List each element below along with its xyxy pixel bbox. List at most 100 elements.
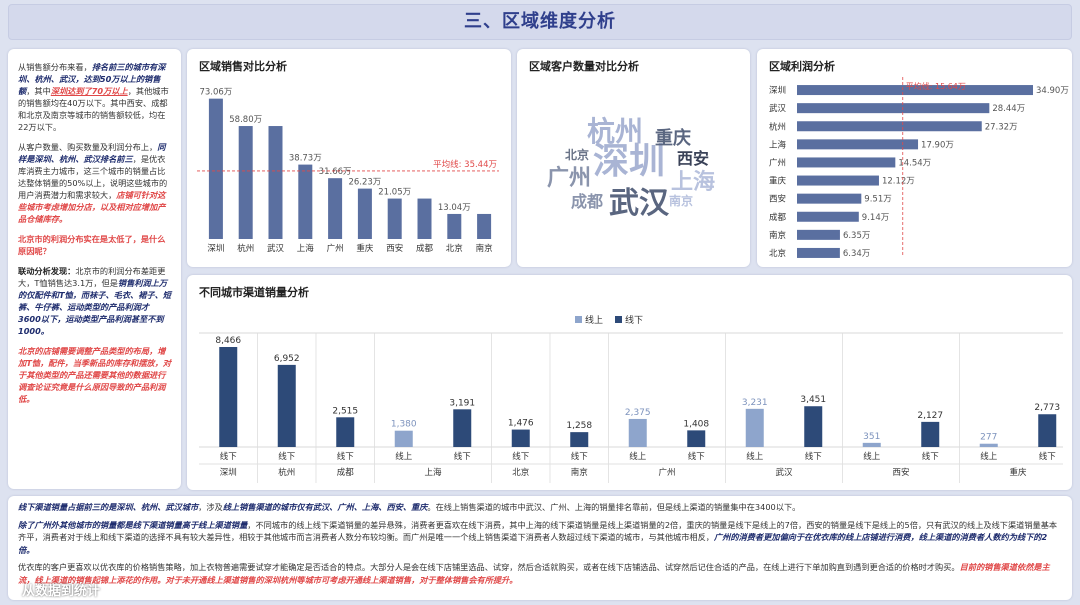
- channel-channel-label: 线下: [571, 451, 589, 462]
- channel-bar: [862, 442, 881, 447]
- profit-category-label: 武汉: [769, 103, 787, 114]
- legend-online-label: 线上: [585, 314, 603, 326]
- profit-data-label: 14.54万: [898, 158, 931, 168]
- sales-bar: [268, 126, 283, 239]
- channel-bar: [745, 408, 764, 447]
- channel-city-label: 北京: [512, 467, 529, 478]
- sales-category-label: 杭州: [237, 243, 254, 254]
- channel-channel-label: 线下: [805, 451, 823, 462]
- channel-bar: [336, 417, 355, 447]
- word-cloud-term: 深圳: [593, 141, 665, 182]
- channel-bar: [511, 429, 530, 447]
- channel-data-label: 6,952: [274, 354, 300, 364]
- profit-data-label: 12.12万: [882, 177, 915, 187]
- legend-offline-swatch: [615, 316, 622, 323]
- channel-data-label: 1,408: [683, 419, 709, 429]
- bottom-insight-1: 线下渠道销量占据前三的是深圳、杭州、武汉城市，涉及线上销售渠道的城市仅有武汉、广…: [18, 502, 801, 512]
- sales-category-label: 广州: [327, 243, 344, 254]
- channel-data-label: 1,258: [566, 421, 592, 431]
- profit-bar: [797, 247, 840, 258]
- channel-data-label: 3,231: [742, 398, 768, 408]
- profit-bar: [797, 175, 879, 186]
- channel-bar: [804, 406, 823, 447]
- legend-offline-label: 线下: [625, 314, 643, 326]
- channel-data-label: 277: [980, 433, 997, 443]
- channel-bar: [628, 418, 647, 447]
- channel-data-label: 351: [863, 432, 880, 442]
- sales-bar: [328, 178, 343, 239]
- sales-data-label: 21.05万: [378, 188, 411, 198]
- sales-category-label: 深圳: [207, 243, 224, 254]
- sales-average-label: 平均线: 35.44万: [433, 159, 497, 170]
- word-cloud-term: 西安: [677, 149, 709, 168]
- sales-category-label: 武汉: [267, 243, 285, 254]
- channel-channel-label: 线下: [688, 451, 706, 462]
- sales-data-label: 31.66万: [319, 167, 352, 177]
- channel-bar-chart: 线上 线下8,466线下深圳6,952线下杭州2,515线下成都1,380线上3,…: [199, 314, 1063, 483]
- sales-bar: [357, 188, 372, 239]
- channel-data-label: 8,466: [215, 336, 241, 346]
- channel-channel-label: 线下: [220, 451, 238, 462]
- channel-chart-title: 不同城市渠道销量分析: [199, 286, 309, 299]
- profit-bar: [797, 103, 990, 114]
- bottom-insight-panel: 线下渠道销量占据前三的是深圳、杭州、武汉城市，涉及线上销售渠道的城市仅有武汉、广…: [8, 496, 1072, 600]
- bottom-insight-3: 优衣库的客户更喜欢以优衣库的价格销售策略，加上衣物普遍需要试穿才能确定是否适合的…: [18, 562, 1050, 585]
- profit-category-label: 成都: [769, 212, 787, 223]
- channel-data-label: 2,375: [625, 408, 651, 418]
- profit-average-label: 平均线: 15.64万: [906, 81, 966, 91]
- legend-online-swatch: [575, 316, 582, 323]
- channel-bar: [453, 409, 472, 447]
- sales-category-label: 成都: [416, 243, 434, 254]
- word-cloud-term: 南京: [669, 193, 693, 208]
- channel-channel-label: 线上: [980, 451, 998, 462]
- channel-bar: [979, 443, 998, 447]
- channel-channel-label: 线下: [1039, 451, 1057, 462]
- channel-city-label: 重庆: [1009, 467, 1027, 478]
- channel-channel-label: 线下: [278, 451, 296, 462]
- word-cloud-term: 成都: [571, 192, 603, 211]
- channel-city-label: 西安: [892, 467, 909, 478]
- profit-category-label: 深圳: [769, 85, 786, 96]
- sales-bar: [447, 213, 462, 239]
- channel-data-label: 2,515: [332, 406, 358, 416]
- customer-cloud-panel: 区域客户数量对比分析 深圳 武汉 杭州 上海 广州 重庆 西安 成都 北京 南京: [517, 49, 750, 267]
- profit-data-label: 34.90万: [1036, 86, 1069, 96]
- channel-bar: [394, 430, 413, 447]
- channel-channel-label: 线上: [746, 451, 764, 462]
- channel-bar: [921, 421, 940, 447]
- profit-bar: [797, 229, 840, 240]
- word-cloud-term: 广州: [547, 165, 591, 191]
- word-cloud-term: 上海: [671, 169, 715, 195]
- sales-category-label: 南京: [476, 243, 493, 254]
- left-insight-panel: 从销售额分布来看，排名前三的城市有深圳、杭州、武汉，达到50万以上的销售额，其中…: [8, 49, 181, 489]
- word-cloud-term: 北京: [565, 147, 589, 162]
- channel-data-label: 2,127: [917, 411, 943, 421]
- bottom-insight-2: 除了广州外其他城市的销量都是线下渠道销量高于线上渠道销量，不同城市的线上线下渠道…: [18, 519, 1058, 555]
- sales-bar: [238, 126, 253, 239]
- profit-bar: [797, 85, 1033, 96]
- channel-channel-label: 线下: [337, 451, 355, 462]
- sales-bar: [477, 213, 492, 239]
- profit-category-label: 南京: [769, 230, 786, 241]
- profit-bar: [797, 193, 862, 204]
- insight-customers: 从客户数量、购买数量及利润分布上，同样是深圳、杭州、武汉排名前三，是优衣库消费主…: [18, 142, 168, 224]
- profit-data-label: 17.90万: [921, 140, 954, 150]
- channel-channel-label: 线下: [454, 451, 472, 462]
- profit-chart-panel: 区域利润分析 深圳 34.90万 武汉 28.44万 杭州 27.32万 上海 17.90万广…: [757, 49, 1072, 267]
- channel-bar: [219, 347, 238, 447]
- profit-data-label: 6.34万: [843, 249, 870, 259]
- profit-category-label: 北京: [769, 248, 786, 259]
- profit-bar: [797, 139, 919, 150]
- profit-category-label: 上海: [769, 139, 787, 150]
- profit-data-label: 9.51万: [864, 195, 891, 205]
- watermark: 从数据到统计: [22, 584, 101, 599]
- profit-chart-title: 区域利润分析: [769, 60, 835, 73]
- channel-data-label: 1,476: [508, 419, 534, 429]
- channel-data-label: 3,191: [449, 398, 475, 408]
- channel-data-label: 3,451: [800, 395, 826, 405]
- channel-data-label: 2,773: [1034, 403, 1060, 413]
- insight-recommendation: 北京的店铺需要调整产品类型的布局，增加T恤，配件，当季新品的库存和摆放，对于其他…: [18, 346, 171, 404]
